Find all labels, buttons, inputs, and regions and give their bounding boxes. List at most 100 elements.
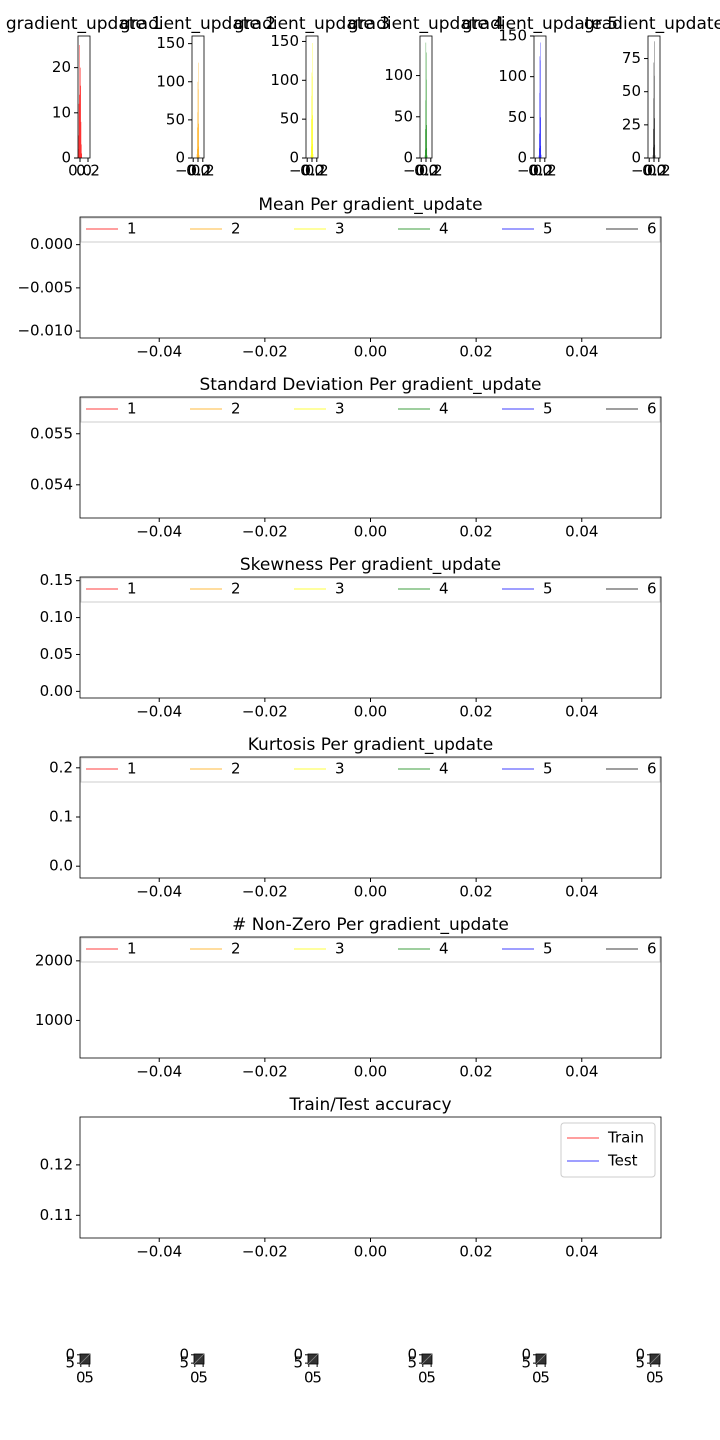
legend-label: 5 <box>543 760 553 778</box>
legend-box <box>80 577 661 603</box>
chart-title: gradient_update 5 <box>462 14 618 34</box>
legend-label: 6 <box>647 940 657 958</box>
legend-label: 1 <box>127 220 137 238</box>
legend-label: 2 <box>231 760 241 778</box>
legend-label: 5 <box>543 580 553 598</box>
x-tick-label: 5 <box>84 1369 94 1387</box>
chart-title: gradient_update 1 <box>6 14 162 34</box>
x-tick-label: −0.02 <box>242 703 288 721</box>
legend-label: 1 <box>127 760 137 778</box>
y-tick-label: 0.054 <box>30 475 73 493</box>
legend-label: 3 <box>335 400 345 418</box>
x-tick-label: 5 <box>540 1369 550 1387</box>
legend-label: 6 <box>647 400 657 418</box>
y-tick-label: 0 <box>517 149 527 167</box>
y-tick-label: 50 <box>394 107 413 125</box>
y-tick-label: 0 <box>631 149 641 167</box>
x-tick-label: 5 <box>426 1369 436 1387</box>
x-tick-label: 5 <box>312 1369 322 1387</box>
x-tick-label: 0 <box>190 1369 200 1387</box>
y-tick-label: 1000 <box>35 1011 73 1029</box>
legend-label: 4 <box>439 220 449 238</box>
x-tick-label: 0 <box>76 1369 86 1387</box>
y-tick-label: 0.0 <box>49 857 73 875</box>
y-tick-label: 20 <box>52 58 71 76</box>
y-tick-label: 25 <box>622 115 641 133</box>
x-tick-label: 0.02 <box>459 703 492 721</box>
x-tick-label: −0.02 <box>242 1243 288 1261</box>
x-tick-label: 0.0 <box>642 162 666 180</box>
y-tick-label: 5 <box>521 1354 531 1372</box>
legend-box <box>80 217 661 243</box>
x-tick-label: 0 <box>646 1369 656 1387</box>
x-tick-label: 0.2 <box>419 162 443 180</box>
y-tick-label: 100 <box>498 67 527 85</box>
x-tick-label: 0.0 <box>300 162 324 180</box>
x-tick-label: 0.0 <box>68 162 92 180</box>
y-tick-label: 0.05 <box>40 645 73 663</box>
y-tick-label: 0.12 <box>40 1155 73 1173</box>
x-tick-label: −0.02 <box>242 343 288 361</box>
y-tick-label: 100 <box>384 66 413 84</box>
y-tick-label: 0.055 <box>30 424 73 442</box>
x-tick-label: 0.00 <box>354 883 387 901</box>
chart-title: gradient_update <box>584 14 720 34</box>
y-tick-label: 0 <box>65 1345 75 1363</box>
x-tick-label: −0.04 <box>136 343 182 361</box>
chart-title: gradient_update 4 <box>348 14 504 34</box>
legend-box <box>80 937 661 963</box>
y-tick-label: 150 <box>498 27 527 45</box>
y-tick-label: 50 <box>508 108 527 126</box>
legend-box <box>80 757 661 783</box>
x-tick-label: 0.2 <box>533 162 557 180</box>
x-tick-label: −0.2 <box>631 162 667 180</box>
legend-label: 4 <box>439 400 449 418</box>
y-tick-label: 0 <box>175 149 185 167</box>
x-tick-label: 0.04 <box>565 883 598 901</box>
legend-box <box>560 1122 656 1178</box>
chart-title: Train/Test accuracy <box>288 1095 451 1115</box>
y-tick-label: 0 <box>403 149 413 167</box>
y-tick-label: 0 <box>407 1345 417 1363</box>
legend-label: 1 <box>127 400 137 418</box>
y-tick-label: 0 <box>61 149 71 167</box>
y-tick-label: 0.000 <box>30 235 73 253</box>
legend-label: 3 <box>335 760 345 778</box>
image-diagonal <box>79 1353 91 1365</box>
y-tick-label: 50 <box>280 110 299 128</box>
y-tick-label: 5 <box>407 1354 417 1372</box>
x-tick-label: −0.04 <box>136 523 182 541</box>
x-tick-label: 5 <box>198 1369 208 1387</box>
x-tick-label: 0.04 <box>565 523 598 541</box>
x-tick-label: −0.2 <box>517 162 553 180</box>
y-tick-label: −0.005 <box>17 278 73 296</box>
chart-title: Kurtosis Per gradient_update <box>248 735 493 755</box>
x-tick-label: 0.00 <box>354 523 387 541</box>
legend-label: 3 <box>335 940 345 958</box>
x-tick-label: 0.02 <box>459 343 492 361</box>
x-tick-label: 0.04 <box>565 1063 598 1081</box>
y-tick-label: 5 <box>179 1354 189 1372</box>
x-tick-label: −0.2 <box>289 162 325 180</box>
x-tick-label: 5 <box>654 1369 664 1387</box>
y-tick-label: −0.010 <box>17 322 73 340</box>
axes-frame <box>77 35 91 159</box>
legend-label: 4 <box>439 760 449 778</box>
x-tick-label: 0.2 <box>305 162 329 180</box>
y-tick-label: 0 <box>179 1345 189 1363</box>
x-tick-label: 0.2 <box>76 162 100 180</box>
y-tick-label: 5 <box>65 1354 75 1372</box>
legend-label: 3 <box>335 580 345 598</box>
image-diagonal <box>307 1353 319 1365</box>
x-tick-label: 0.00 <box>354 1063 387 1081</box>
x-tick-label: 0.02 <box>459 523 492 541</box>
x-tick-label: −0.2 <box>175 162 211 180</box>
legend-label: 6 <box>647 760 657 778</box>
y-tick-label: 0.11 <box>40 1206 73 1224</box>
legend-box <box>80 397 661 423</box>
y-tick-label: 50 <box>166 110 185 128</box>
y-tick-label: 100 <box>156 72 185 90</box>
x-tick-label: 0.00 <box>354 703 387 721</box>
y-tick-label: 0.10 <box>40 608 73 626</box>
x-tick-label: 0.00 <box>354 343 387 361</box>
